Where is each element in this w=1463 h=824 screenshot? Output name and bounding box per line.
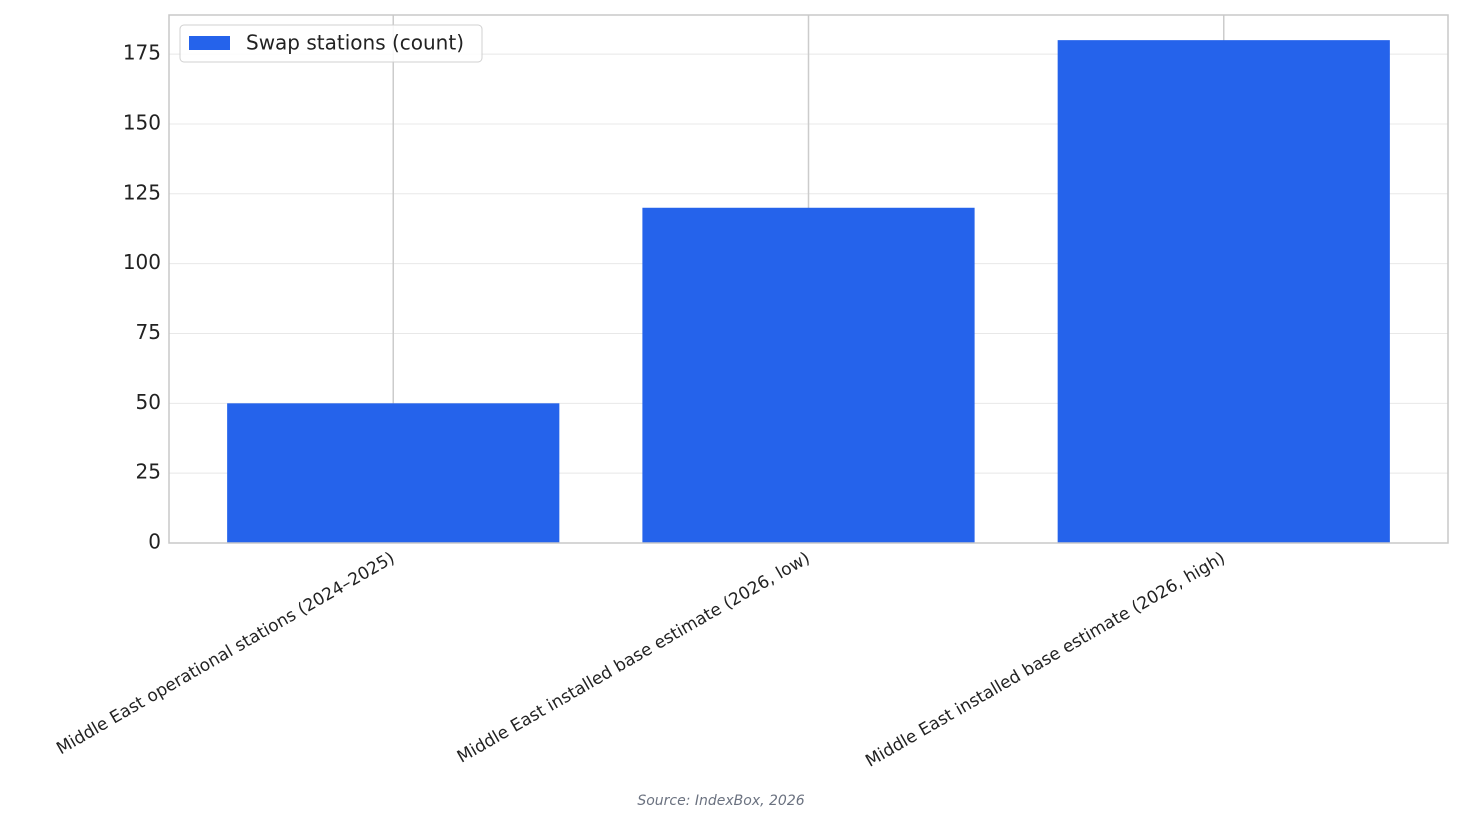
plot-frame — [168, 14, 1449, 544]
bar — [227, 403, 560, 543]
bar — [1057, 40, 1390, 544]
y-tick-label: 0 — [148, 530, 161, 554]
source-note: Source: IndexBox, 2026 — [637, 793, 804, 809]
y-tick-label: 50 — [136, 390, 161, 414]
y-tick-label: 125 — [123, 180, 161, 204]
y-tick-label: 75 — [136, 320, 161, 344]
y-tick-label: 25 — [136, 460, 161, 484]
y-tick-label: 100 — [123, 250, 161, 274]
y-tick-label: 150 — [123, 110, 161, 134]
bar — [642, 207, 975, 543]
y-tick-label: 175 — [123, 41, 161, 65]
x-tick-label: Middle East operational stations (2024–2… — [53, 548, 398, 759]
legend-label: Swap stations (count) — [246, 31, 464, 55]
x-tick-label: Middle East installed base estimate (202… — [454, 548, 814, 767]
x-tick-label: Middle East installed base estimate (202… — [862, 548, 1229, 771]
legend-swatch — [189, 36, 230, 50]
legend-box — [179, 24, 483, 63]
